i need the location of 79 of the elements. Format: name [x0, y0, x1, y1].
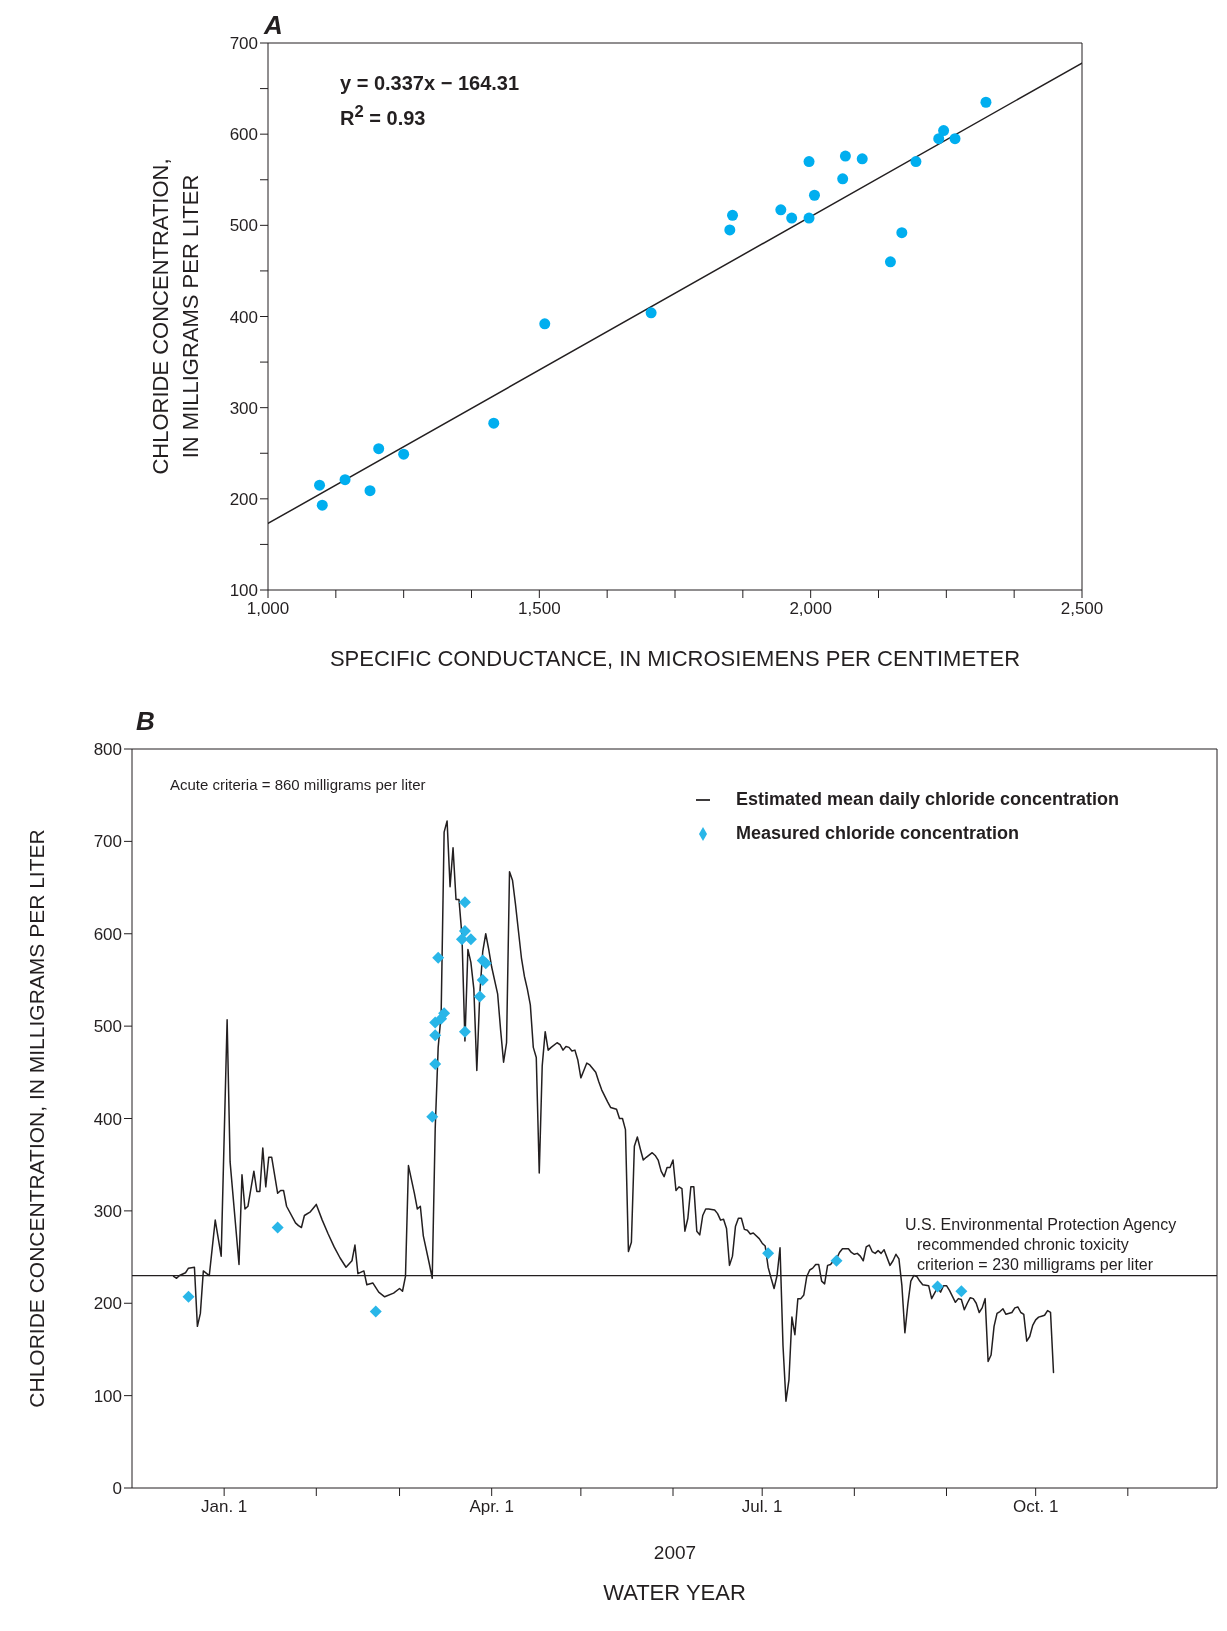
y-tick-label: 200: [229, 489, 258, 509]
y-tick-label: 400: [93, 1109, 122, 1129]
point: [949, 133, 961, 145]
point: [910, 156, 922, 168]
point: [762, 1247, 775, 1260]
x-tick-label: Jan. 1: [200, 1497, 248, 1516]
point: [938, 125, 950, 137]
y-tick-label: 500: [93, 1017, 122, 1037]
y-axis-title: CHLORIDE CONCENTRATION, IN MILLIGRAMS PER LITER: [25, 829, 48, 1408]
chart-title: A: [264, 10, 283, 41]
point: [837, 173, 849, 185]
point: [896, 227, 908, 239]
ref-line-label: U.S. Environmental Protection Agency recommended chronic toxicity criterion = 230 milligrams per liter: [905, 1215, 1177, 1273]
point: [856, 153, 868, 165]
point: [426, 1110, 439, 1123]
y-tick-label: 400: [229, 307, 258, 327]
x-tick-label: Apr. 1: [469, 1497, 514, 1516]
y-tick-label: 500: [229, 216, 258, 236]
point: [839, 150, 851, 162]
point: [955, 1285, 968, 1298]
point: [775, 204, 787, 216]
x-tick-label: Jul. 1: [741, 1497, 783, 1516]
point: [369, 1305, 382, 1318]
annotation: R$^{2}$ = 0.93: [340, 102, 426, 130]
y-tick-label: 100: [93, 1386, 122, 1406]
point: [724, 224, 736, 236]
y-tick-label: 700: [229, 34, 258, 53]
point: [458, 896, 471, 909]
y-tick-label: 0: [112, 1479, 122, 1498]
legend-label: Estimated mean daily chloride concentration: [736, 789, 1120, 809]
point: [271, 1221, 284, 1234]
point: [398, 448, 410, 460]
y-tick-label: 300: [229, 398, 258, 418]
chart-title: B: [136, 706, 155, 737]
point: [808, 189, 820, 201]
legend-label: Measured chloride concentration: [736, 823, 1020, 843]
y-tick-label: 600: [229, 125, 258, 145]
x-tick-label: 2,000: [789, 599, 832, 618]
annotation: y = 0.337x − 164.31: [340, 72, 520, 95]
point: [830, 1254, 843, 1267]
point: [803, 156, 815, 168]
y-tick-label: 800: [93, 740, 122, 759]
y-tick-label: 100: [229, 581, 258, 600]
x-axis-title: SPECIFIC CONDUCTANCE, IN MICROSIEMENS PER CENTIMETER: [329, 646, 1021, 671]
point: [314, 479, 326, 491]
point: [488, 417, 500, 429]
point: [429, 1058, 442, 1070]
point: [473, 990, 486, 1003]
point: [727, 209, 739, 221]
point: [645, 307, 657, 319]
point: [476, 973, 489, 986]
x-tick-label: 1,000: [246, 599, 290, 618]
point: [933, 133, 945, 145]
y-tick-label: 600: [93, 924, 122, 944]
point: [182, 1290, 195, 1303]
y-tick-label: 700: [93, 832, 122, 852]
point: [316, 499, 328, 511]
point: [373, 443, 385, 455]
point: [931, 1280, 944, 1293]
point: [884, 256, 896, 268]
point: [429, 1029, 442, 1042]
point: [339, 474, 351, 486]
point: [980, 96, 992, 108]
point: [458, 1025, 471, 1038]
point: [364, 485, 376, 497]
annotation: Acute criteria = 860 milligrams per liter: [170, 776, 426, 793]
y-tick-label: 300: [93, 1201, 122, 1221]
text: 2007: [652, 1542, 698, 1564]
y-tick-label: 200: [93, 1294, 122, 1314]
x-tick-label: 2,500: [1060, 599, 1104, 618]
point: [458, 924, 471, 937]
point: [786, 212, 798, 224]
x-axis-title: WATER YEAR: [603, 1580, 746, 1605]
x-tick-label: 1,500: [518, 599, 561, 618]
point: [803, 212, 815, 224]
point: [432, 951, 445, 964]
x-tick-label: Oct. 1: [1012, 1497, 1059, 1516]
point: [539, 318, 551, 330]
y-axis-title: CHLORIDE CONCENTRATION, IN MILLIGRAMS PER LITER: [148, 158, 203, 475]
